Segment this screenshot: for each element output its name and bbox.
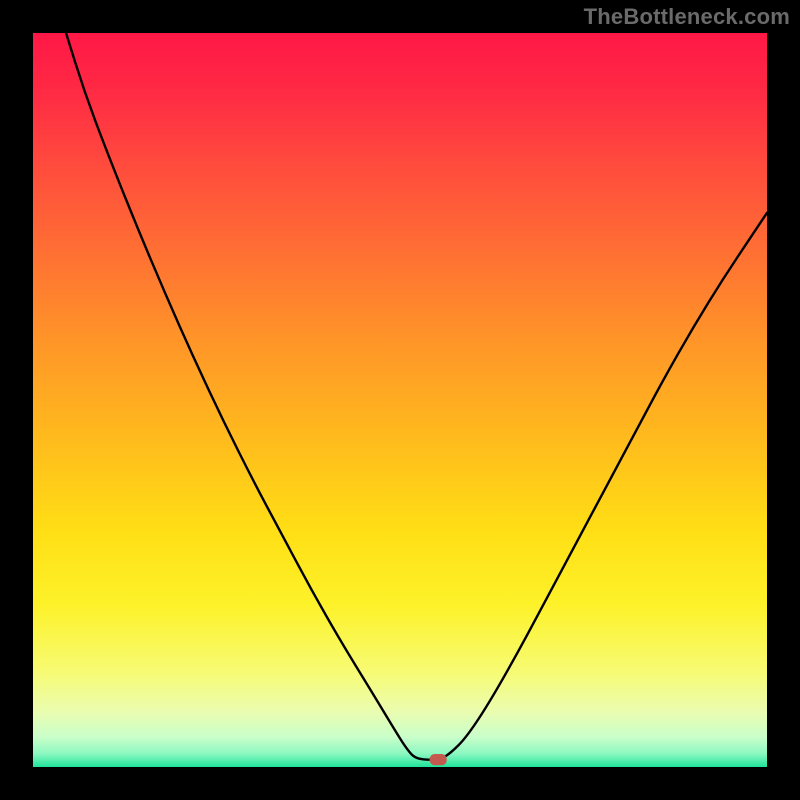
- gradient-background: [33, 33, 767, 767]
- watermark-text: TheBottleneck.com: [584, 4, 790, 30]
- config-marker: [430, 755, 446, 765]
- plot-area: [33, 33, 767, 767]
- chart-frame: TheBottleneck.com: [0, 0, 800, 800]
- bottleneck-chart: [33, 33, 767, 767]
